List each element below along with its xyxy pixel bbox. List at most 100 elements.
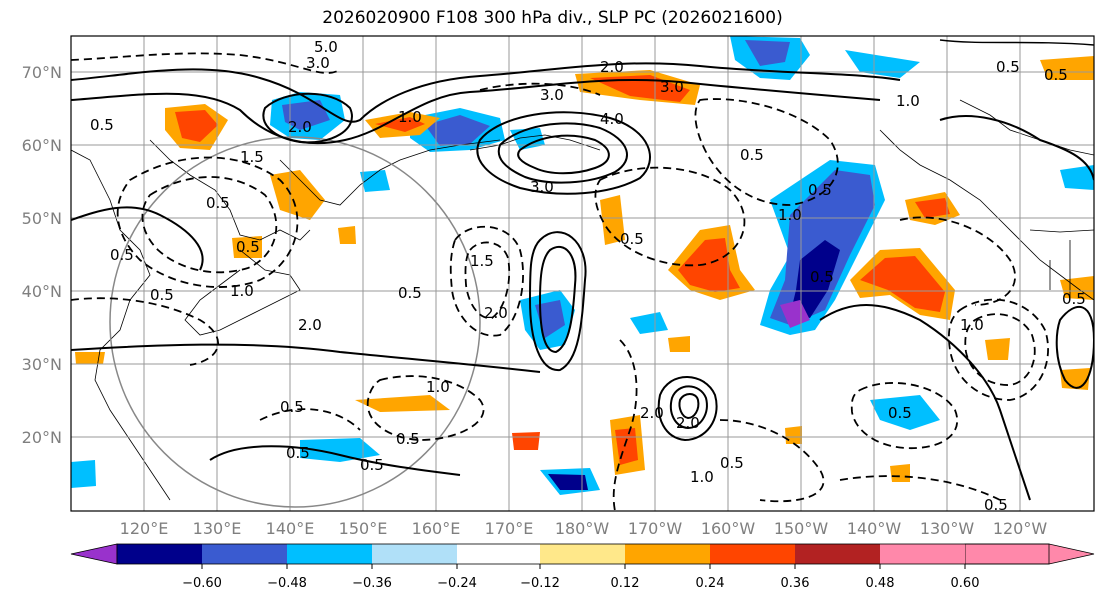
contour-label: 5.0: [314, 38, 338, 56]
contour-negative: [464, 241, 511, 319]
lon-tick-label: 150°E: [339, 519, 388, 538]
colorbar-tick-label: −0.60: [182, 576, 222, 591]
map-frame: [70, 35, 1095, 512]
positive-anomaly: [915, 198, 950, 218]
negative-anomaly: [745, 40, 790, 66]
colorbar: −0.60 −0.48 −0.36 −0.24 −0.12 0.12 0.24 …: [70, 543, 1095, 591]
colorbar-segment: [287, 544, 372, 564]
contour-positive: [497, 122, 628, 184]
colorbar-segment: [457, 544, 540, 564]
contour-label: 1.0: [690, 468, 714, 486]
contour-label: 0.5: [398, 284, 422, 302]
contour-label: 0.5: [236, 238, 260, 256]
lon-tick-label: 130°W: [920, 519, 975, 538]
negative-anomaly: [630, 312, 668, 334]
lon-tick-label: 180°W: [555, 519, 610, 538]
positive-anomaly: [75, 352, 105, 364]
contour-label: 2.0: [298, 316, 322, 334]
contour-label: 3.0: [530, 178, 554, 196]
contour-negative: [594, 166, 746, 267]
colorbar-tick-label: 0.24: [696, 576, 725, 591]
contour-label: 1.0: [426, 378, 450, 396]
contour-positive: [538, 245, 577, 354]
contour-label: 1.0: [960, 316, 984, 334]
colorbar-tick-label: −0.24: [437, 576, 477, 591]
contour-label: 0.5: [360, 456, 384, 474]
colorbar-frame: [116, 543, 1050, 565]
contour-negative: [116, 156, 299, 288]
colorbar-segment: [625, 544, 710, 564]
negative-anomaly: [1060, 165, 1094, 190]
contour-label: 0.5: [110, 246, 134, 264]
positive-anomaly: [1040, 56, 1094, 80]
contour-positive: [1055, 305, 1094, 389]
contour-label: 0.5: [396, 430, 420, 448]
contour-label: 0.5: [996, 58, 1020, 76]
colorbar-tick-label: −0.36: [352, 576, 392, 591]
positive-anomaly: [355, 395, 450, 412]
positive-anomaly: [785, 426, 802, 444]
negative-anomaly: [870, 395, 940, 430]
positive-anomaly: [860, 256, 945, 312]
contour-positive: [669, 385, 708, 430]
colorbar-tick-label: 0.12: [611, 576, 640, 591]
contour-label: 1.0: [778, 206, 802, 224]
positive-anomaly: [512, 432, 540, 450]
contour-label: 1.5: [240, 148, 264, 166]
contour-label: 0.5: [740, 146, 764, 164]
contour-positive: [71, 78, 881, 145]
contour-negative: [71, 52, 341, 74]
contour-negative: [947, 298, 1049, 401]
contour-label: 0.5: [1062, 290, 1086, 308]
coastline: [279, 139, 501, 206]
contour-positive: [476, 111, 651, 195]
colorbar-segment: [795, 544, 880, 564]
contour-label: 2.0: [484, 304, 508, 322]
contour-label: 0.5: [150, 286, 174, 304]
gridlines: [71, 36, 1094, 511]
contour-negative: [479, 82, 601, 96]
positive-anomaly: [678, 238, 740, 292]
contour-negative: [366, 375, 485, 441]
coastline: [1029, 229, 1094, 233]
contour-label: 3.0: [660, 78, 684, 96]
colorbar-tick-label: 0.48: [866, 576, 895, 591]
positive-anomaly: [668, 336, 690, 352]
contour-label: 2.0: [640, 404, 664, 422]
colorbar-tick-label: −0.12: [520, 576, 560, 591]
contour-label: 0.5: [620, 230, 644, 248]
contour-negative: [449, 225, 524, 337]
contour-label: 3.0: [306, 54, 330, 72]
lat-tick-label: 30°N: [22, 355, 62, 374]
contour-label: 1.0: [230, 282, 254, 300]
lat-tick-label: 50°N: [22, 209, 62, 228]
contour-positive: [657, 376, 718, 442]
contour-label: 0.5: [810, 268, 834, 286]
colorbar-tick-label: 0.36: [781, 576, 810, 591]
chart-title: 2026020900 F108 300 hPa div., SLP PC (20…: [322, 8, 783, 28]
lon-axis: 120°E 130°E 140°E 150°E 160°E 170°E 180°…: [120, 519, 1048, 538]
positive-anomaly: [890, 464, 910, 482]
negative-anomaly: [548, 474, 588, 490]
colorbar-extend-min: [70, 543, 118, 565]
contour-label: 2.0: [288, 118, 312, 136]
colorbar-tick-label: −0.48: [267, 576, 307, 591]
colorbar-segment: [880, 544, 965, 564]
lat-tick-label: 60°N: [22, 136, 62, 155]
contour-label: 0.5: [888, 404, 912, 422]
colorbar-segment: [710, 544, 795, 564]
contour-label: 0.5: [280, 398, 304, 416]
colorbar-extend-max: [964, 543, 1095, 565]
colorbar-ticks: [201, 564, 966, 569]
contour-label: 0.5: [206, 194, 230, 212]
contour-negative: [71, 297, 219, 366]
contour-positive: [939, 115, 1094, 181]
positive-anomaly: [175, 110, 218, 142]
positive-anomaly: [232, 236, 262, 258]
contour-label: 0.5: [286, 444, 310, 462]
slp-contours: [71, 39, 1094, 511]
contour-labels: 3.0 5.0 2.0 1.0 3.0 2.0 4.0 3.0 1.5 0.5 …: [90, 38, 1086, 511]
lon-tick-label: 170°W: [628, 519, 683, 538]
coastline: [879, 129, 1094, 301]
coastline: [1049, 240, 1071, 300]
